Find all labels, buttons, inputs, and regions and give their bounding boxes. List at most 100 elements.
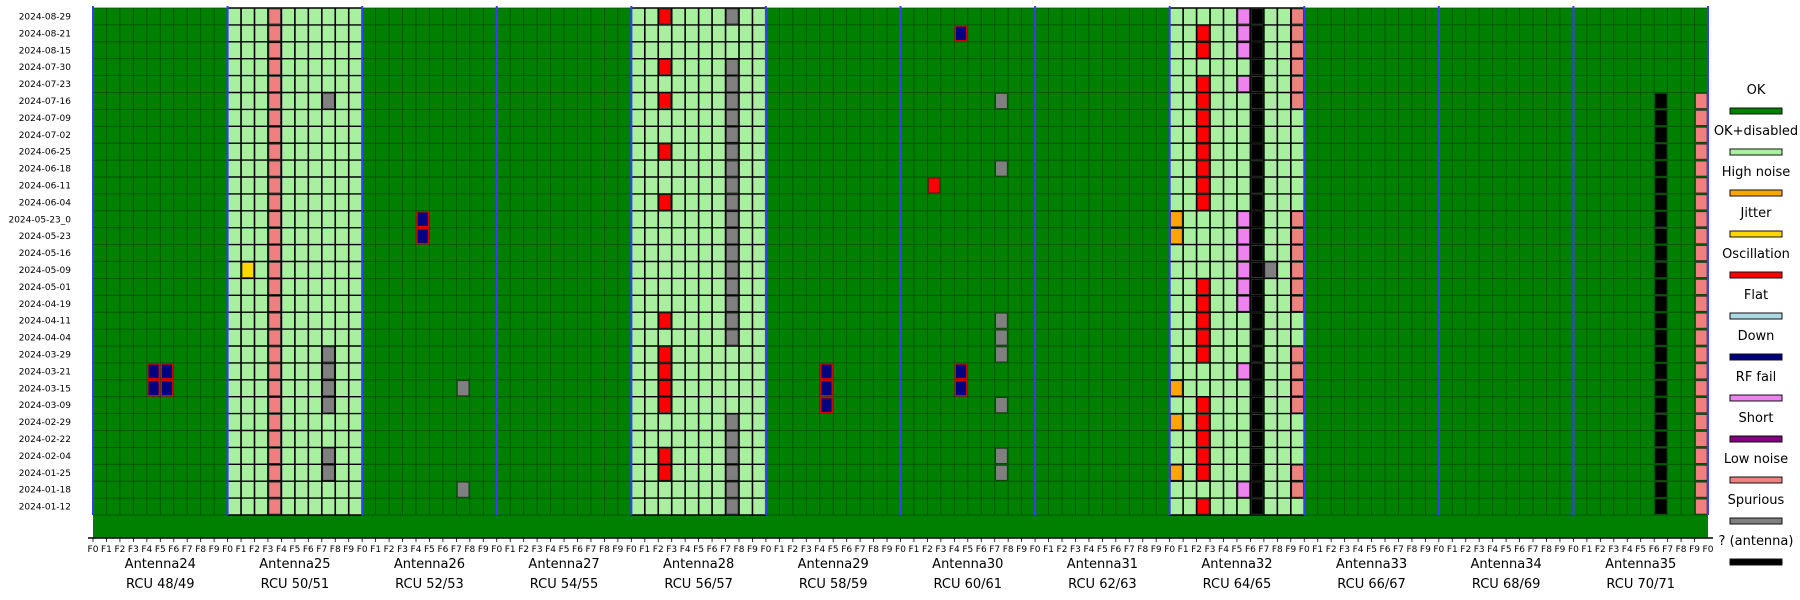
channel-tick-label: F2: [653, 545, 664, 555]
legend-swatch: [1729, 476, 1783, 484]
legend-label: Low noise: [1724, 452, 1788, 467]
cell-oscillation: [1197, 127, 1210, 143]
channel-tick-label: F2: [249, 545, 260, 555]
cell-lownoise: [1695, 110, 1708, 126]
channel-tick-label: F9: [1555, 545, 1566, 555]
legend-swatch: [1729, 394, 1783, 402]
cell-oscillation: [658, 363, 672, 380]
channel-tick-label: F7: [1393, 545, 1404, 555]
cell-spurious: [457, 380, 470, 396]
channel-tick-label: F6: [1110, 545, 1121, 555]
channel-tick-label: F1: [774, 545, 785, 555]
cell-lownoise: [1291, 59, 1304, 75]
cell-lownoise: [268, 110, 281, 126]
legend-swatch: [1729, 312, 1783, 320]
cell-highnoise: [1170, 414, 1183, 430]
channel-tick-label: F1: [1581, 545, 1592, 555]
channel-tick-label: F8: [330, 545, 341, 555]
cell-lownoise: [1695, 279, 1708, 295]
channel-tick-label: F5: [1232, 545, 1243, 555]
channel-tick-label: F0: [1703, 545, 1714, 555]
date-labels: 2024-08-29 2024-08-21 2024-08-15 2024-07-30…: [8, 12, 71, 512]
channel-tick-label: F6: [437, 545, 448, 555]
cell-spurious: [726, 8, 739, 25]
cell-spurious: [322, 93, 335, 109]
cell-oscillation: [1197, 498, 1210, 515]
channel-tick-label: F6: [572, 545, 583, 555]
cell-lownoise: [268, 93, 281, 109]
legend-label: Short: [1739, 411, 1774, 426]
channel-tick-label: F1: [1178, 545, 1189, 555]
cell-lownoise: [1695, 312, 1708, 329]
cell-antenna: [1251, 481, 1264, 498]
channel-tick-label: F8: [1406, 545, 1417, 555]
antenna-name-label: Antenna31: [1067, 557, 1138, 572]
cell-spurious: [726, 76, 739, 92]
cell-spurious: [726, 312, 739, 329]
rcu-label: RCU 52/53: [395, 577, 464, 592]
rcu-label: RCU 58/59: [799, 577, 868, 592]
channel-tick-label: F5: [962, 545, 973, 555]
cell-antenna: [1251, 143, 1264, 160]
legend-label: RF fail: [1736, 370, 1776, 385]
channel-tick-label: F1: [1312, 545, 1323, 555]
cell-antenna: [1251, 228, 1264, 244]
cell-antenna: [1654, 143, 1667, 160]
cell-lownoise: [1291, 279, 1304, 295]
legend-label: Oscillation: [1722, 247, 1790, 262]
channel-tick-label: F0: [357, 545, 368, 555]
rcu-label: RCU 66/67: [1337, 577, 1406, 592]
cell-oscillation: [1197, 42, 1210, 58]
date-label: 2024-02-04: [19, 452, 72, 462]
rcu-label: RCU 54/55: [530, 577, 599, 592]
channel-tick-label: F0: [760, 545, 771, 555]
cell-oscillation: [1197, 25, 1210, 42]
legend-label: Spurious: [1728, 493, 1785, 508]
date-label: 2024-05-09: [19, 266, 72, 276]
cell-rffail: [1237, 228, 1250, 244]
cell-lownoise: [1695, 363, 1708, 380]
channel-tick-label: F4: [411, 545, 422, 555]
date-label: 2024-05-23: [19, 232, 71, 242]
rcu-label: RCU 70/71: [1606, 577, 1675, 592]
channel-tick-label: F0: [895, 545, 906, 555]
cell-lownoise: [268, 295, 281, 312]
cell-lownoise: [268, 127, 281, 143]
cell-spurious: [322, 448, 335, 464]
channel-tick-label: F3: [801, 545, 812, 555]
channel-tick-label: F6: [168, 545, 179, 555]
cell-spurious: [726, 59, 739, 75]
cell-down: [416, 227, 430, 245]
channel-tick-label: F7: [316, 545, 327, 555]
legend-swatch: [1729, 107, 1783, 115]
cell-spurious: [726, 431, 739, 447]
cell-antenna: [1251, 448, 1264, 464]
channel-tick-label: F4: [1622, 545, 1633, 555]
cell-antenna: [1251, 8, 1264, 25]
cell-rffail: [1237, 76, 1250, 92]
channel-tick-label: F4: [949, 545, 960, 555]
channel-tick-label: F6: [841, 545, 852, 555]
rcu-label: RCU 48/49: [126, 577, 195, 592]
legend-label: Jitter: [1740, 206, 1773, 221]
channel-tick-label: F5: [1097, 545, 1108, 555]
cell-down: [147, 363, 160, 380]
cell-oscillation: [1197, 312, 1210, 329]
channel-tick-label: F2: [1057, 545, 1068, 555]
cell-lownoise: [268, 363, 281, 380]
channel-tick-label: F9: [1420, 545, 1431, 555]
cell-antenna: [1654, 414, 1667, 430]
cell-lownoise: [1695, 431, 1708, 447]
cell-lownoise: [1695, 93, 1708, 109]
cell-lownoise: [1291, 262, 1304, 278]
date-label: 2024-06-25: [19, 148, 71, 158]
cell-spurious: [995, 329, 1008, 346]
channel-tick-label: F1: [101, 545, 112, 555]
cell-lownoise: [1291, 76, 1304, 92]
cell-antenna: [1654, 363, 1667, 380]
channel-tick-label: F8: [1003, 545, 1014, 555]
cell-antenna: [1251, 127, 1264, 143]
cell-highnoise: [1170, 380, 1183, 396]
date-label: 2024-04-11: [19, 317, 71, 327]
rcu-label: RCU 56/57: [664, 577, 733, 592]
